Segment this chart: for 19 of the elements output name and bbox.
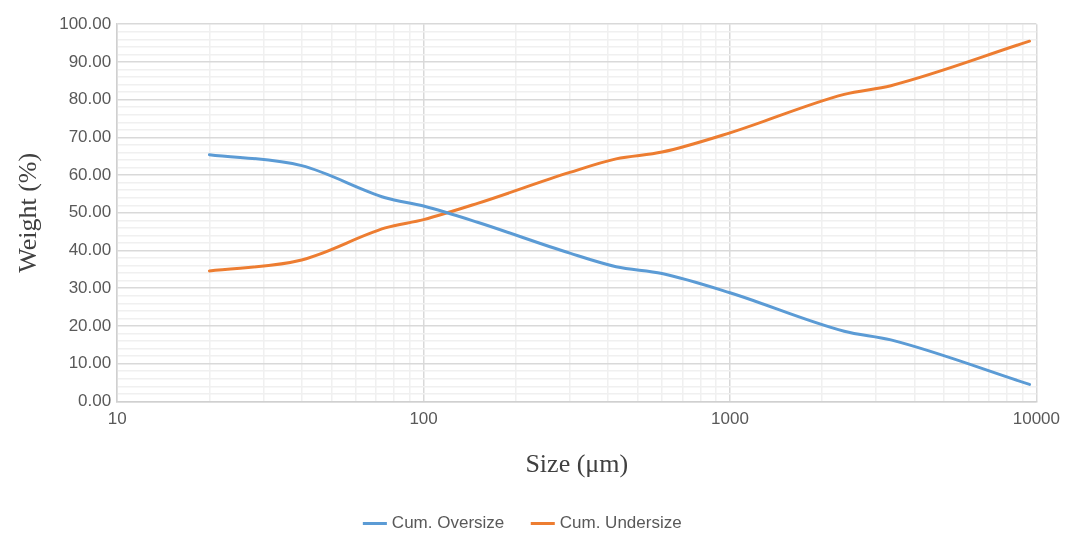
y-tick-label: 40.00 [68,240,112,260]
x-tick-label: 1000 [711,409,749,429]
y-tick-label: 30.00 [68,277,112,297]
y-axis-title: Weight (%) [13,152,43,273]
y-tick-label: 0.00 [78,391,112,411]
y-tick-label: 80.00 [68,89,112,109]
y-tick-label: 50.00 [68,202,112,222]
legend-label: Cum. Oversize [391,513,505,533]
x-tick-label: 10000 [1012,409,1060,429]
y-tick-label: 70.00 [68,127,112,147]
y-tick-label: 20.00 [68,315,112,335]
x-tick-label: 100 [409,409,438,429]
legend-label: Cum. Undersize [559,513,682,533]
y-tick-label: 90.00 [68,51,112,71]
x-tick-label: 10 [107,409,127,429]
y-tick-label: 60.00 [68,164,112,184]
x-axis-title: Size (μm) [525,449,629,479]
y-tick-label: 10.00 [68,353,112,373]
y-tick-label: 100.00 [59,13,112,33]
